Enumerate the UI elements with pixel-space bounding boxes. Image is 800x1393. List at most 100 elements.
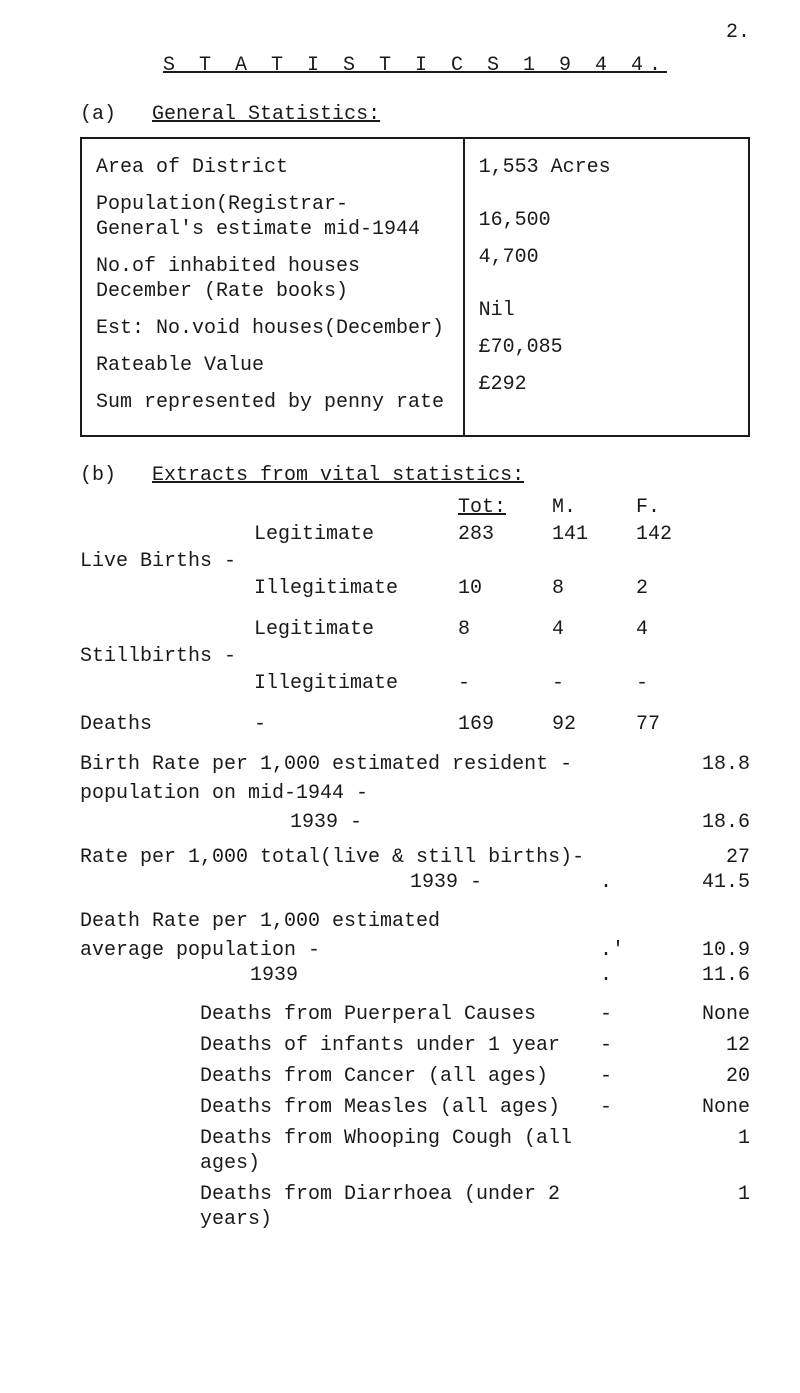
stat-right: Nil bbox=[479, 298, 734, 323]
box-row: Area of District Population(Registrar-Ge… bbox=[82, 139, 748, 435]
birth-rate-line-2: population on mid-1944 - bbox=[80, 781, 750, 806]
cell: 8 bbox=[552, 575, 632, 602]
cell: 4 bbox=[636, 616, 716, 643]
stat-left: Est: No.void houses(December) bbox=[96, 316, 449, 341]
cause-label: Deaths from Puerperal Causes bbox=[80, 1002, 536, 1027]
row-name: Illegitimate bbox=[254, 670, 454, 697]
value: 11.6 bbox=[702, 963, 750, 988]
deaths-label: Deaths bbox=[80, 711, 250, 738]
box-left-col: Area of District Population(Registrar-Ge… bbox=[82, 139, 465, 435]
value: 1 bbox=[738, 1126, 750, 1176]
section-b-marker: (b) bbox=[80, 464, 116, 487]
cell: 2 bbox=[636, 575, 716, 602]
general-stats-box: Area of District Population(Registrar-Ge… bbox=[80, 137, 750, 437]
birth-rate-line-1: Birth Rate per 1,000 estimated resident … bbox=[80, 752, 750, 777]
section-b-heading: Extracts from vital statistics: bbox=[152, 464, 524, 487]
section-a-marker: (a) bbox=[80, 103, 116, 126]
value: 18.8 bbox=[702, 752, 750, 777]
stat-left: Sum represented by penny rate bbox=[96, 390, 449, 415]
text: average population - bbox=[80, 938, 320, 963]
stat-right: 16,500 bbox=[479, 208, 734, 233]
dash: - bbox=[600, 1002, 612, 1027]
header-f: F. bbox=[636, 494, 716, 521]
value: 41.5 bbox=[702, 870, 750, 895]
row-name: Legitimate bbox=[254, 521, 454, 548]
stat-left: Rateable Value bbox=[96, 353, 449, 378]
dash: - bbox=[600, 1095, 612, 1120]
stat-right: £292 bbox=[479, 372, 734, 397]
page-number: 2. bbox=[80, 20, 750, 45]
row-name: Legitimate bbox=[254, 616, 454, 643]
dot: . bbox=[600, 870, 612, 895]
rate-total-line-1: Rate per 1,000 total(live & still births… bbox=[80, 845, 750, 870]
death-cause-row: Deaths from Whooping Cough (all ages) 1 bbox=[80, 1126, 750, 1176]
header-tot: Tot: bbox=[458, 494, 548, 521]
value: 20 bbox=[726, 1064, 750, 1089]
deaths-dash: - bbox=[254, 711, 454, 738]
stat-right: £70,085 bbox=[479, 335, 734, 360]
death-causes-list: Deaths from Puerperal Causes - None Death… bbox=[80, 1002, 750, 1232]
cause-label: Deaths from Diarrhoea (under 2 years) bbox=[80, 1182, 611, 1232]
cell: 77 bbox=[636, 711, 716, 738]
stat-right: 4,700 bbox=[479, 245, 734, 270]
value: 18.6 bbox=[702, 810, 750, 835]
group-label: Live Births - bbox=[80, 548, 250, 575]
box-right-col: 1,553 Acres 16,500 4,700 Nil £70,085 £29… bbox=[465, 139, 748, 435]
cell: 141 bbox=[552, 521, 632, 548]
cell: 92 bbox=[552, 711, 632, 738]
death-cause-row: Deaths from Cancer (all ages) - 20 bbox=[80, 1064, 750, 1089]
death-cause-row: Deaths from Puerperal Causes - None bbox=[80, 1002, 750, 1027]
section-b-label-row: (b) Extracts from vital statistics: bbox=[80, 463, 750, 488]
text: Birth Rate per 1,000 estimated resident … bbox=[80, 752, 572, 777]
cell: 169 bbox=[458, 711, 548, 738]
death-rate-line-1: Death Rate per 1,000 estimated bbox=[80, 909, 750, 934]
dot: .' bbox=[600, 938, 624, 963]
dash: - bbox=[600, 1064, 612, 1089]
death-cause-row: Deaths from Diarrhoea (under 2 years) 1 bbox=[80, 1182, 750, 1232]
section-a-label-row: (a) General Statistics: bbox=[80, 102, 750, 127]
section-a-heading: General Statistics: bbox=[152, 103, 380, 126]
value: 27 bbox=[726, 845, 750, 870]
cause-label: Deaths from Cancer (all ages) bbox=[80, 1064, 548, 1089]
death-cause-row: Deaths from Measles (all ages) - None bbox=[80, 1095, 750, 1120]
death-rate-line-2: average population - .' 10.9 bbox=[80, 938, 750, 963]
value: 10.9 bbox=[702, 938, 750, 963]
page-title: S T A T I S T I C S 1 9 4 4. bbox=[80, 53, 750, 78]
title-text: S T A T I S T I C S 1 9 4 4. bbox=[163, 54, 667, 77]
text: 1939 - bbox=[80, 870, 482, 895]
cell: 10 bbox=[458, 575, 548, 602]
cause-label: Deaths from Measles (all ages) bbox=[80, 1095, 560, 1120]
group-label: Stillbirths - bbox=[80, 643, 250, 670]
cell: 283 bbox=[458, 521, 548, 548]
value: None bbox=[702, 1095, 750, 1120]
text: Rate per 1,000 total(live & still births… bbox=[80, 845, 584, 870]
cause-label: Deaths from Whooping Cough (all ages) bbox=[80, 1126, 611, 1176]
birth-rate-line-3: 1939 - 18.6 bbox=[80, 810, 750, 835]
vital-stats-table: Tot: M. F. Legitimate 283 141 142 Live B… bbox=[80, 494, 750, 738]
cause-label: Deaths of infants under 1 year bbox=[80, 1033, 560, 1058]
death-cause-row: Deaths of infants under 1 year - 12 bbox=[80, 1033, 750, 1058]
death-rate-line-3: 1939 . 11.6 bbox=[80, 963, 750, 988]
stat-left-line: No.of inhabited houses bbox=[96, 254, 449, 279]
dash: - bbox=[600, 1033, 612, 1058]
text: 1939 - bbox=[80, 810, 362, 835]
row-name: Illegitimate bbox=[254, 575, 454, 602]
cell: 8 bbox=[458, 616, 548, 643]
stat-left: Population(Registrar-General's estimate … bbox=[96, 192, 449, 242]
cell: 142 bbox=[636, 521, 716, 548]
stat-left-line: December (Rate books) bbox=[96, 279, 449, 304]
stat-right: 1,553 Acres bbox=[479, 155, 734, 180]
text: 1939 bbox=[80, 963, 298, 988]
stat-left: No.of inhabited houses December (Rate bo… bbox=[96, 254, 449, 304]
rate-total-line-2: 1939 - . 41.5 bbox=[80, 870, 750, 895]
header-m: M. bbox=[552, 494, 632, 521]
stat-left: Area of District bbox=[96, 155, 449, 180]
value: None bbox=[702, 1002, 750, 1027]
cell: - bbox=[552, 670, 632, 697]
cell: 4 bbox=[552, 616, 632, 643]
cell: - bbox=[636, 670, 716, 697]
value: 1 bbox=[738, 1182, 750, 1232]
value: 12 bbox=[726, 1033, 750, 1058]
cell: - bbox=[458, 670, 548, 697]
dot: . bbox=[600, 963, 612, 988]
